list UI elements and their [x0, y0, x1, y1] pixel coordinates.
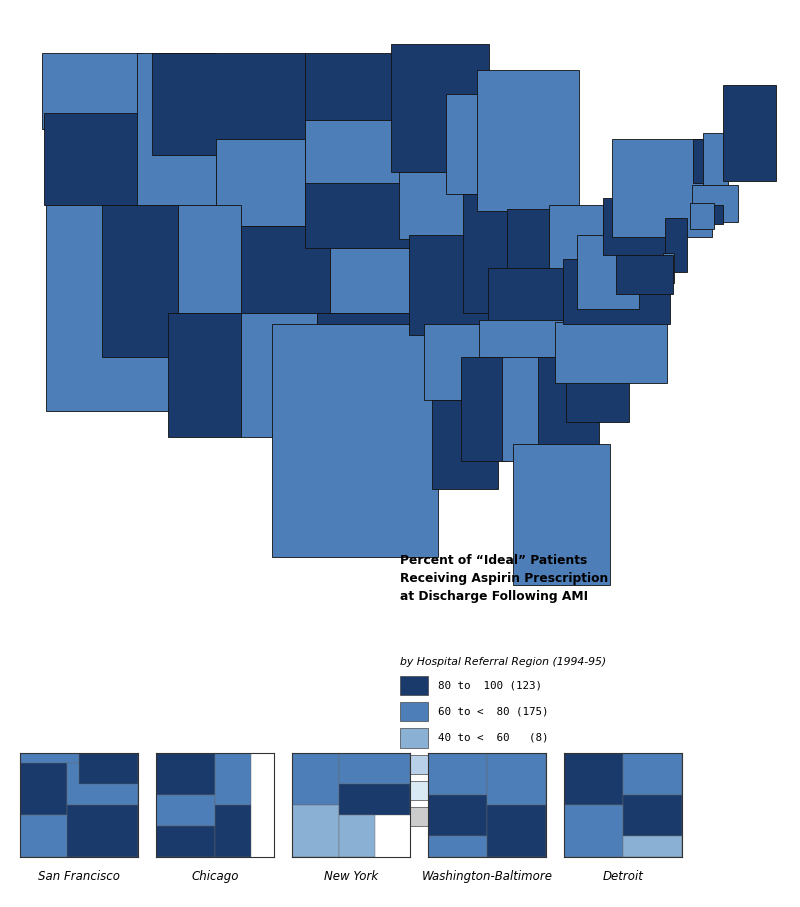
Bar	[666, 218, 687, 272]
Bar	[461, 356, 506, 461]
Bar	[562, 259, 670, 325]
Bar	[318, 314, 426, 378]
Bar	[722, 85, 776, 180]
Bar	[409, 235, 494, 335]
Bar	[506, 209, 549, 296]
Bar	[577, 235, 638, 309]
Bar	[67, 753, 138, 805]
Bar	[564, 753, 623, 805]
Bar	[242, 314, 318, 437]
Bar	[46, 205, 177, 411]
Bar	[20, 753, 67, 815]
FancyBboxPatch shape	[400, 728, 428, 747]
Bar	[616, 255, 673, 294]
Bar	[102, 205, 178, 356]
Bar	[156, 753, 215, 795]
Bar	[663, 252, 674, 283]
Bar	[703, 133, 728, 190]
Bar	[156, 825, 215, 857]
Text: Chicago: Chicago	[191, 870, 239, 883]
Bar	[156, 795, 215, 825]
Bar	[446, 93, 523, 194]
Bar	[42, 53, 141, 129]
Bar	[391, 44, 489, 172]
Bar	[502, 356, 547, 461]
Bar	[690, 202, 714, 229]
FancyBboxPatch shape	[400, 755, 428, 774]
Bar	[20, 815, 79, 857]
Bar	[463, 194, 514, 314]
Bar	[292, 753, 339, 805]
Bar	[178, 205, 242, 314]
Text: 20 to <  40   (0): 20 to < 40 (0)	[438, 759, 548, 769]
Bar	[623, 795, 682, 836]
Bar	[339, 784, 410, 815]
Bar	[330, 249, 424, 314]
Bar	[428, 795, 487, 836]
Text: Not Populated: Not Populated	[438, 812, 522, 822]
Bar	[305, 53, 398, 120]
FancyBboxPatch shape	[400, 676, 428, 695]
Bar	[79, 753, 138, 784]
Bar	[305, 120, 402, 194]
Text: 60 to <  80 (175): 60 to < 80 (175)	[438, 707, 548, 717]
Bar	[488, 268, 586, 325]
Bar	[216, 140, 305, 227]
Bar	[20, 753, 79, 764]
Text: 80 to  100 (123): 80 to 100 (123)	[438, 680, 542, 690]
Bar	[623, 836, 682, 857]
Text: Washington-Baltimore: Washington-Baltimore	[422, 870, 553, 883]
Bar	[45, 113, 146, 205]
Bar	[603, 198, 677, 255]
Bar	[487, 753, 546, 805]
Text: Percent of “Ideal” Patients
Receiving Aspirin Prescription
at Discharge Followin: Percent of “Ideal” Patients Receiving As…	[400, 554, 608, 603]
Text: Detroit: Detroit	[602, 870, 644, 883]
Bar	[612, 140, 712, 238]
Bar	[424, 325, 488, 400]
Bar	[712, 205, 722, 224]
Bar	[137, 53, 216, 205]
Text: 0 to <  20   (0): 0 to < 20 (0)	[438, 785, 548, 795]
Bar	[305, 183, 415, 249]
Bar	[428, 753, 487, 795]
FancyBboxPatch shape	[400, 807, 428, 826]
Bar	[215, 805, 250, 857]
Bar	[694, 140, 718, 183]
Text: by Hospital Referral Region (1994-95): by Hospital Referral Region (1994-95)	[400, 657, 606, 667]
Bar	[242, 227, 330, 314]
Bar	[692, 185, 738, 222]
Bar	[272, 324, 438, 557]
Bar	[564, 805, 623, 857]
Bar	[555, 322, 666, 383]
Bar	[67, 805, 138, 857]
Bar	[566, 353, 629, 422]
Bar	[538, 356, 599, 457]
Bar	[428, 836, 487, 857]
Bar	[549, 205, 603, 283]
Text: 40 to <  60   (8): 40 to < 60 (8)	[438, 733, 548, 743]
Text: San Francisco: San Francisco	[38, 870, 120, 883]
Bar	[432, 400, 498, 490]
Bar	[487, 805, 546, 857]
Bar	[513, 444, 610, 585]
Bar	[478, 70, 579, 211]
Bar	[152, 53, 305, 155]
Bar	[623, 753, 682, 795]
Text: New York: New York	[324, 870, 378, 883]
Bar	[339, 815, 375, 857]
Bar	[292, 805, 339, 857]
Bar	[478, 320, 590, 356]
Bar	[168, 314, 242, 437]
Bar	[215, 753, 250, 805]
FancyBboxPatch shape	[400, 702, 428, 721]
FancyBboxPatch shape	[400, 781, 428, 800]
Bar	[339, 753, 410, 784]
Bar	[398, 172, 482, 239]
